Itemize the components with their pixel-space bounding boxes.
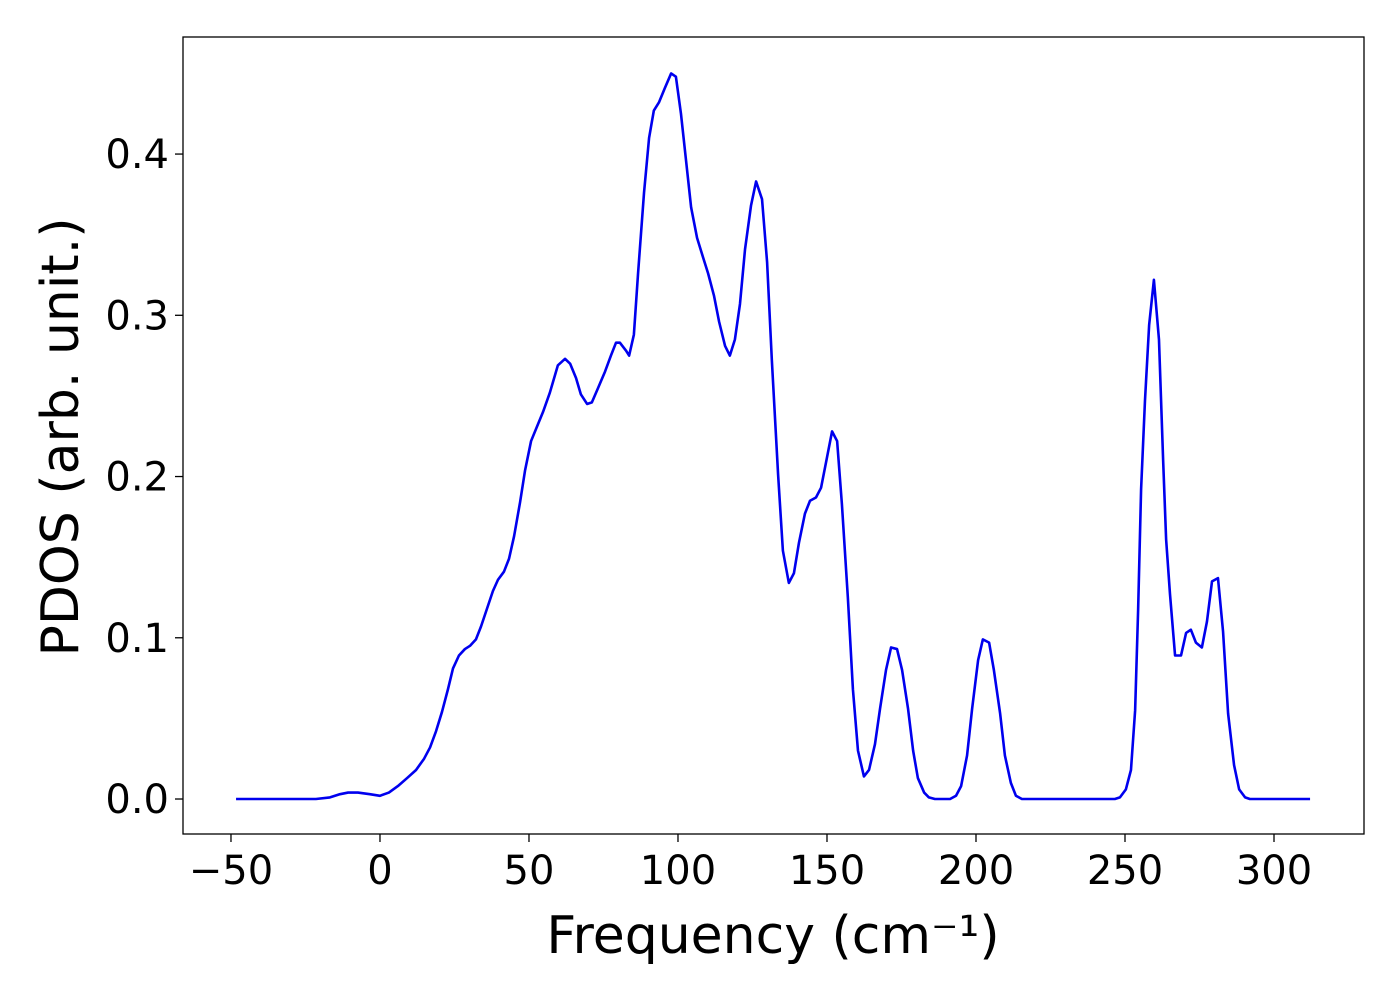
x-tick-label: 300 bbox=[1236, 848, 1312, 894]
y-tick-label: 0.2 bbox=[105, 455, 169, 501]
x-tick-label: 250 bbox=[1087, 848, 1163, 894]
x-tick-label: 150 bbox=[789, 848, 865, 894]
x-tick-label: 0 bbox=[367, 848, 392, 894]
y-tick-label: 0.1 bbox=[105, 616, 169, 662]
x-tick-label: −50 bbox=[189, 848, 273, 894]
y-tick-label: 0.3 bbox=[105, 293, 169, 339]
y-tick-label: 0.0 bbox=[105, 777, 169, 823]
y-axis-label: PDOS (arb. unit.) bbox=[31, 217, 91, 656]
x-tick-label: 100 bbox=[640, 848, 716, 894]
y-tick-label: 0.4 bbox=[105, 132, 169, 178]
x-tick-label: 50 bbox=[504, 848, 555, 894]
data-line bbox=[236, 72, 1311, 801]
plot-frame bbox=[182, 36, 1365, 835]
x-tick-label: 200 bbox=[938, 848, 1014, 894]
x-axis-label: Frequency (cm⁻¹) bbox=[546, 906, 999, 966]
